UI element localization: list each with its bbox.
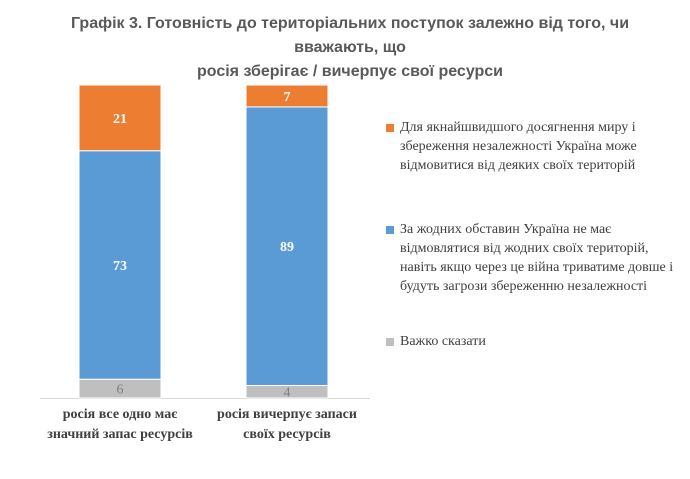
data-label-hard-to-say-1: 6 <box>117 383 124 398</box>
category-label-2-line-1: росія вичерпує запаси <box>217 407 357 422</box>
bar-segment-territory-concession-1 <box>78 84 162 152</box>
bar-segment-no-concession-1 <box>78 150 162 380</box>
category-label-1-line-1: росія все одно має <box>63 407 178 422</box>
bar-segment-territory-concession-2 <box>245 84 329 108</box>
bar-segment-no-concession-2 <box>245 106 329 386</box>
data-label-territory-concession-1: 21 <box>113 112 127 127</box>
legend-label-territory-concession: Для якнайшвидшого досягнення миру і збер… <box>400 120 637 173</box>
legend-label-no-concession: За жодних обставин Україна не має відмов… <box>400 222 674 294</box>
data-label-territory-concession-2: 7 <box>284 90 291 105</box>
data-label-hard-to-say-2: 4 <box>284 386 291 401</box>
chart-title-line-2: росія зберігає / вичерпує свої ресурси <box>196 63 504 80</box>
legend-swatch-territory-concession <box>386 124 394 132</box>
chart-title-line-1: Графік 3. Готовність до територіальних п… <box>70 15 630 56</box>
legend-item-no-concession: За жодних обставин Україна не має відмов… <box>386 220 676 296</box>
legend-swatch-no-concession <box>386 226 394 234</box>
legend-swatch-hard-to-say <box>386 338 394 346</box>
legend-item-territory-concession: Для якнайшвидшого досягнення миру і збер… <box>386 118 676 175</box>
category-label-2-line-2: своїх ресурсів <box>243 427 331 442</box>
chart-title: Графік 3. Готовність до територіальних п… <box>30 12 670 84</box>
category-label-1-line-2: значний запас ресурсів <box>47 427 193 442</box>
legend-item-hard-to-say: Важко сказати <box>386 332 676 351</box>
legend-label-hard-to-say: Важко сказати <box>400 334 486 349</box>
data-label-no-concession-2: 89 <box>280 240 294 255</box>
data-label-no-concession-1: 73 <box>113 259 127 274</box>
